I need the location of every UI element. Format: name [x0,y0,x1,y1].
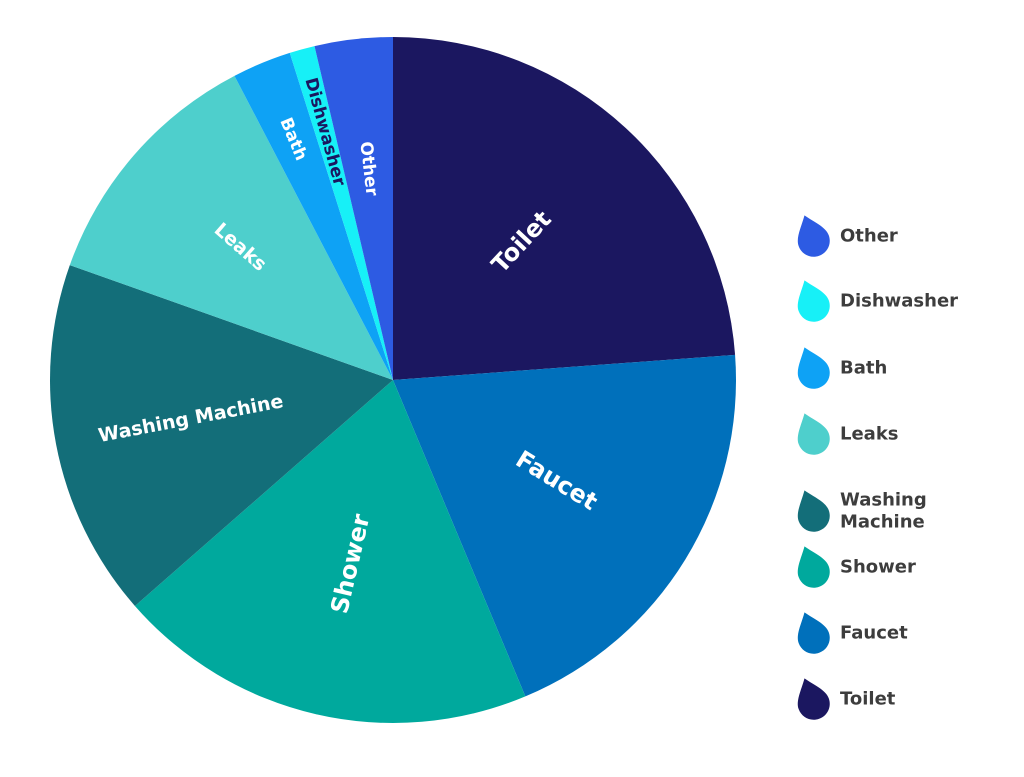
legend-label: Washing [840,490,927,511]
legend-label: Bath [840,358,887,379]
pie-slices [49,37,737,724]
legend-label: Leaks [840,424,899,445]
pie-slice-washing-machine [49,265,393,606]
pie-slice-other [314,37,393,380]
water-drop-icon [797,215,830,257]
legend-label: Machine [840,512,925,533]
legend-label: Other [840,226,898,247]
pie-slice-leaks [69,75,393,380]
water-drop-icon [797,678,830,720]
water-drop-icon [797,546,830,588]
pie-slice-faucet [393,354,737,697]
legend-item-shower: Shower [797,546,916,588]
legend-item-toilet: Toilet [797,678,896,720]
pie-slice-toilet [393,37,736,380]
legend-label: Faucet [840,623,908,644]
water-drop-icon [797,490,830,532]
water-drop-icon [797,347,830,389]
pie-slice-shower [134,380,526,724]
legend-label: Dishwasher [840,291,958,312]
legend-item-faucet: Faucet [797,612,908,654]
legend-item-dishwasher: Dishwasher [797,280,958,322]
legend-label: Toilet [840,689,896,710]
water-drop-icon [797,612,830,654]
legend-label: Shower [840,557,916,578]
pie-slice-bath [234,52,393,380]
water-drop-icon [797,413,830,455]
legend-item-leaks: Leaks [797,413,899,455]
pie-slice-dishwasher [289,46,393,380]
legend-item-bath: Bath [797,347,887,389]
legend-item-other: Other [797,215,898,257]
water-drop-icon [797,280,830,322]
